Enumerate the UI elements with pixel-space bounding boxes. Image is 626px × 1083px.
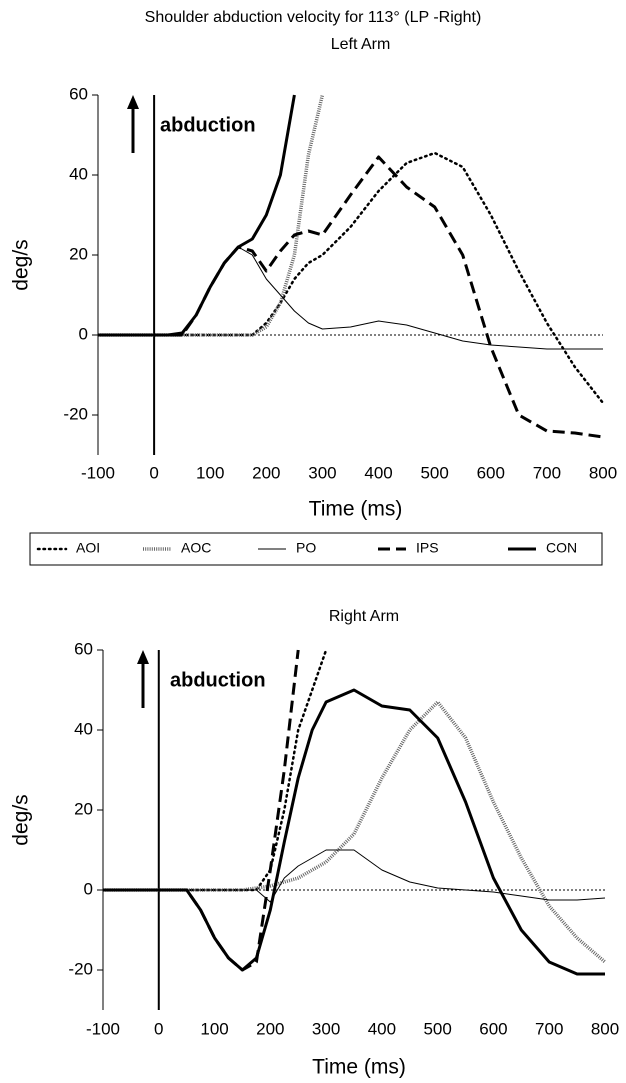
y-tick-label: -20 bbox=[63, 404, 88, 423]
x-tick-label: 300 bbox=[308, 463, 336, 482]
y-tick-label: 20 bbox=[74, 799, 93, 818]
x-axis-label: Time (ms) bbox=[309, 498, 403, 521]
chart-title: Left Arm bbox=[331, 36, 391, 53]
x-tick-label: -100 bbox=[86, 1019, 120, 1038]
x-tick-label: 500 bbox=[423, 1019, 451, 1038]
y-tick-label: 0 bbox=[84, 879, 93, 898]
legend-label: CON bbox=[546, 540, 577, 556]
chart-title: Right Arm bbox=[329, 608, 399, 625]
x-tick-label: 800 bbox=[591, 1019, 619, 1038]
x-tick-label: 700 bbox=[533, 463, 561, 482]
annotation: abduction bbox=[160, 114, 256, 136]
y-tick-label: 40 bbox=[74, 719, 93, 738]
x-tick-label: 100 bbox=[200, 1019, 228, 1038]
legend-label: AOC bbox=[181, 540, 211, 556]
annotation-arrowhead bbox=[127, 95, 139, 109]
series-line bbox=[103, 700, 607, 964]
legend-label: IPS bbox=[416, 540, 439, 556]
x-tick-label: 0 bbox=[154, 1019, 163, 1038]
series-line bbox=[98, 94, 296, 337]
series-line bbox=[98, 151, 605, 405]
x-tick-label: 600 bbox=[477, 463, 505, 482]
annotation-arrowhead bbox=[137, 650, 149, 664]
x-tick-label: 200 bbox=[256, 1019, 284, 1038]
legend-label: AOI bbox=[76, 540, 100, 556]
x-tick-label: -100 bbox=[81, 463, 115, 482]
x-tick-label: 300 bbox=[312, 1019, 340, 1038]
y-tick-label: 20 bbox=[69, 244, 88, 263]
x-tick-label: 800 bbox=[589, 463, 617, 482]
y-tick-label: 60 bbox=[74, 639, 93, 658]
annotation: abduction bbox=[170, 669, 266, 691]
y-axis-label: deg/s bbox=[10, 794, 33, 845]
series-line bbox=[98, 155, 604, 439]
x-tick-label: 400 bbox=[364, 463, 392, 482]
y-tick-label: 40 bbox=[69, 164, 88, 183]
series-line bbox=[98, 94, 325, 337]
series-line bbox=[103, 649, 300, 972]
series-line bbox=[98, 246, 603, 350]
series-line bbox=[103, 849, 606, 903]
y-tick-label: -20 bbox=[68, 959, 93, 978]
x-tick-label: 0 bbox=[149, 463, 158, 482]
y-axis-label: deg/s bbox=[10, 239, 33, 290]
x-tick-label: 500 bbox=[420, 463, 448, 482]
y-tick-label: 60 bbox=[69, 84, 88, 103]
series-line bbox=[103, 688, 605, 976]
x-tick-label: 600 bbox=[479, 1019, 507, 1038]
x-tick-label: 700 bbox=[535, 1019, 563, 1038]
x-tick-label: 200 bbox=[252, 463, 280, 482]
legend-label: PO bbox=[296, 540, 316, 556]
y-tick-label: 0 bbox=[79, 324, 88, 343]
legend-box bbox=[29, 532, 603, 566]
x-axis-label: Time (ms) bbox=[312, 1056, 406, 1079]
x-tick-label: 100 bbox=[196, 463, 224, 482]
x-tick-label: 400 bbox=[368, 1019, 396, 1038]
figure-title: Shoulder abduction velocity for 113° (LP… bbox=[145, 9, 482, 26]
